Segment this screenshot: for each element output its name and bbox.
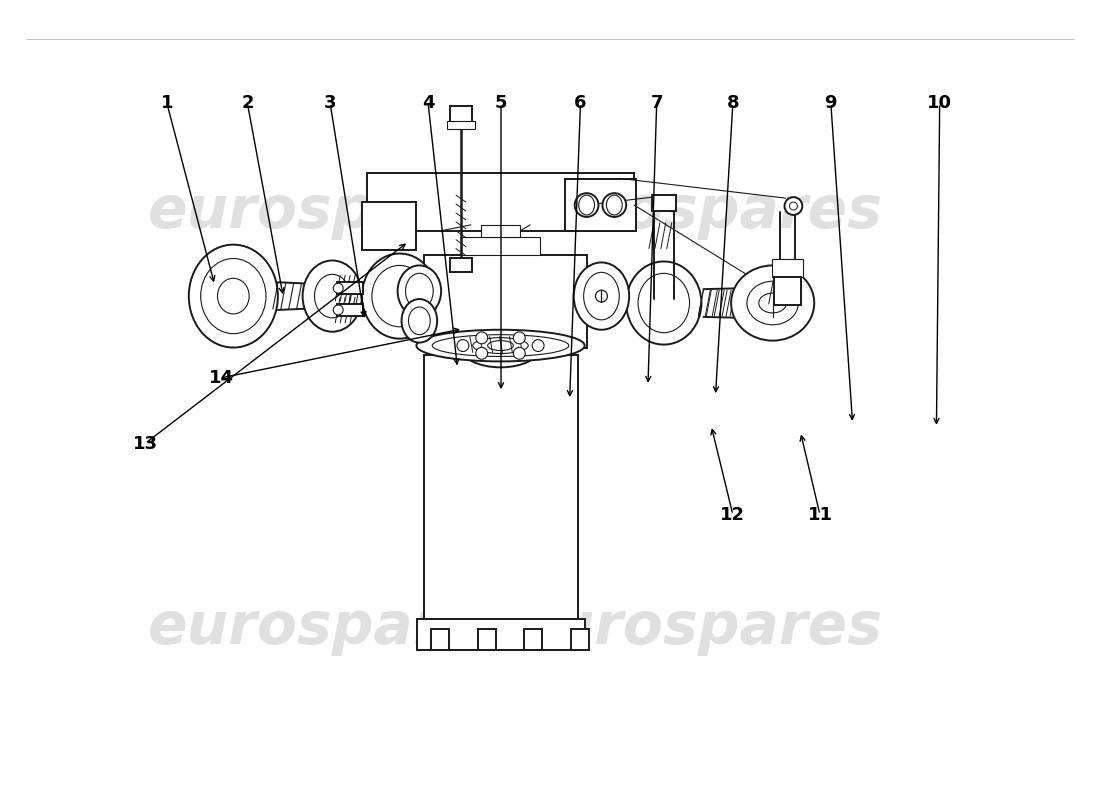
Ellipse shape xyxy=(302,261,362,332)
Text: 13: 13 xyxy=(133,434,157,453)
Circle shape xyxy=(574,193,598,217)
Text: 11: 11 xyxy=(807,506,833,524)
Circle shape xyxy=(476,332,487,344)
Ellipse shape xyxy=(606,195,623,215)
Circle shape xyxy=(595,290,607,302)
Bar xyxy=(481,225,520,237)
Bar xyxy=(652,195,675,211)
Ellipse shape xyxy=(579,195,594,215)
Circle shape xyxy=(603,193,626,217)
Bar xyxy=(338,282,363,294)
Circle shape xyxy=(514,332,526,344)
Ellipse shape xyxy=(574,262,629,330)
Circle shape xyxy=(790,202,798,210)
Polygon shape xyxy=(425,254,586,347)
Text: 4: 4 xyxy=(421,94,434,112)
Bar xyxy=(772,259,803,278)
Bar xyxy=(525,629,542,650)
Ellipse shape xyxy=(584,272,619,320)
Text: 9: 9 xyxy=(825,94,837,112)
Ellipse shape xyxy=(626,262,702,345)
Text: eurospares: eurospares xyxy=(147,599,517,656)
Circle shape xyxy=(476,347,487,359)
Text: 5: 5 xyxy=(495,94,507,112)
Bar xyxy=(773,278,802,305)
Ellipse shape xyxy=(218,278,250,314)
Bar xyxy=(461,237,540,254)
Text: eurospares: eurospares xyxy=(147,183,517,241)
Text: 2: 2 xyxy=(241,94,254,112)
Ellipse shape xyxy=(397,266,441,317)
Bar xyxy=(450,106,472,124)
Text: 12: 12 xyxy=(720,506,746,524)
Ellipse shape xyxy=(759,293,786,313)
Ellipse shape xyxy=(732,266,814,341)
Text: 1: 1 xyxy=(161,94,173,112)
Ellipse shape xyxy=(417,330,584,362)
Text: 14: 14 xyxy=(209,369,234,387)
Bar xyxy=(338,304,363,316)
Ellipse shape xyxy=(487,341,514,350)
Bar xyxy=(362,202,417,250)
Ellipse shape xyxy=(473,338,528,354)
Bar xyxy=(477,629,496,650)
Circle shape xyxy=(456,340,469,351)
Text: 7: 7 xyxy=(650,94,663,112)
Circle shape xyxy=(333,283,343,293)
Bar xyxy=(417,618,584,650)
Ellipse shape xyxy=(747,282,799,325)
Bar xyxy=(367,174,634,230)
Ellipse shape xyxy=(432,334,569,357)
Bar xyxy=(431,629,449,650)
Text: 8: 8 xyxy=(727,94,739,112)
Ellipse shape xyxy=(189,245,278,347)
Circle shape xyxy=(784,197,802,215)
Ellipse shape xyxy=(402,299,437,342)
Text: 3: 3 xyxy=(323,94,337,112)
Circle shape xyxy=(514,347,526,359)
Text: 10: 10 xyxy=(927,94,953,112)
Ellipse shape xyxy=(406,274,433,309)
Bar xyxy=(450,258,472,272)
Circle shape xyxy=(532,340,544,351)
Bar xyxy=(425,355,578,622)
Ellipse shape xyxy=(315,274,350,318)
Ellipse shape xyxy=(408,307,430,334)
Bar xyxy=(447,121,475,129)
Ellipse shape xyxy=(362,254,437,338)
Text: eurospares: eurospares xyxy=(514,599,883,656)
Bar xyxy=(564,179,636,230)
Ellipse shape xyxy=(638,274,690,333)
Circle shape xyxy=(333,305,343,315)
Text: eurospares: eurospares xyxy=(514,183,883,241)
Bar xyxy=(571,629,588,650)
Ellipse shape xyxy=(372,266,427,326)
Text: 6: 6 xyxy=(574,94,586,112)
Ellipse shape xyxy=(200,258,266,334)
Bar xyxy=(469,334,534,355)
